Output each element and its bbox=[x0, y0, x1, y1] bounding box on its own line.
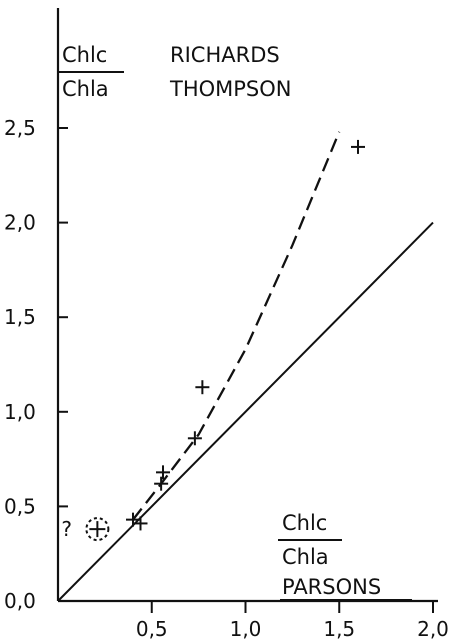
y-tick-label: 0,5 bbox=[4, 494, 36, 518]
y-tick-label: 1,0 bbox=[4, 400, 36, 424]
y-tick-label: 1,5 bbox=[4, 305, 36, 329]
dashed-fit-curve bbox=[132, 131, 341, 521]
dotted-circle-marker bbox=[85, 517, 110, 542]
data-point bbox=[195, 380, 210, 395]
y-tick-label: 2,5 bbox=[4, 116, 36, 140]
data-point bbox=[351, 139, 365, 154]
y-tick-label: 2,0 bbox=[4, 211, 36, 235]
x-tick-label: 1,0 bbox=[230, 617, 262, 641]
identity-line bbox=[57, 221, 434, 602]
x-tick-label: 2,0 bbox=[417, 617, 449, 641]
question-mark: ? bbox=[61, 517, 72, 541]
data-point bbox=[133, 516, 148, 531]
y-ticks: 0,0 0,5 1,0 1,5 2,0 2,5 bbox=[4, 116, 68, 613]
x-axis-label: Chlc Chla PARSONS bbox=[278, 511, 412, 601]
y-label-denominator: Chla bbox=[62, 77, 109, 101]
x-tick-label: 0,5 bbox=[136, 617, 168, 641]
x-label-line3: PARSONS bbox=[282, 575, 381, 599]
data-point bbox=[126, 512, 140, 527]
data-point bbox=[154, 476, 169, 491]
y-label-line2: THOMPSON bbox=[169, 77, 292, 101]
x-ticks: 0,5 1,0 1,5 2,0 bbox=[136, 601, 449, 641]
data-point bbox=[156, 465, 170, 480]
x-label-numerator: Chlc bbox=[282, 511, 327, 535]
y-axis-label: Chlc Chla RICHARDS THOMPSON bbox=[58, 43, 292, 101]
y-tick-label: 0,0 bbox=[4, 589, 36, 613]
x-label-denominator: Chla bbox=[282, 545, 329, 569]
y-label-numerator: Chlc bbox=[62, 43, 107, 67]
data-point bbox=[187, 431, 202, 446]
data-points bbox=[126, 139, 365, 531]
questionable-point: ? bbox=[61, 517, 110, 542]
y-label-line1: RICHARDS bbox=[170, 43, 280, 67]
x-tick-label: 1,5 bbox=[323, 617, 355, 641]
